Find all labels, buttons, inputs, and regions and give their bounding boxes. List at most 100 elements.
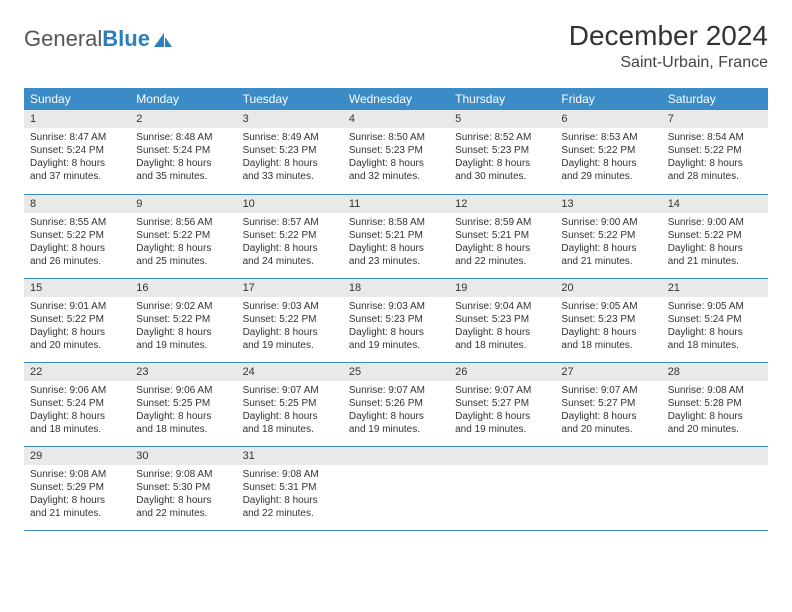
day-body: Sunrise: 9:07 AMSunset: 5:26 PMDaylight:… [343, 381, 449, 442]
sunrise-text: Sunrise: 8:56 AM [136, 216, 230, 229]
daylight-line1: Daylight: 8 hours [668, 326, 762, 339]
sunrise-text: Sunrise: 9:06 AM [30, 384, 124, 397]
day-number: 31 [237, 447, 343, 465]
calendar-day-cell: 15Sunrise: 9:01 AMSunset: 5:22 PMDayligh… [24, 278, 130, 362]
daylight-line2: and 26 minutes. [30, 255, 124, 268]
sunrise-text: Sunrise: 8:49 AM [243, 131, 337, 144]
daylight-line2: and 33 minutes. [243, 170, 337, 183]
day-number: 27 [555, 363, 661, 381]
day-body: Sunrise: 9:08 AMSunset: 5:28 PMDaylight:… [662, 381, 768, 442]
sunset-text: Sunset: 5:31 PM [243, 481, 337, 494]
sunrise-text: Sunrise: 9:00 AM [561, 216, 655, 229]
day-number: 5 [449, 110, 555, 128]
day-body [555, 465, 661, 515]
weekday-tuesday: Tuesday [237, 88, 343, 110]
daylight-line2: and 32 minutes. [349, 170, 443, 183]
sunset-text: Sunset: 5:22 PM [243, 229, 337, 242]
calendar-day-cell: 10Sunrise: 8:57 AMSunset: 5:22 PMDayligh… [237, 194, 343, 278]
daylight-line2: and 22 minutes. [243, 507, 337, 520]
daylight-line1: Daylight: 8 hours [243, 410, 337, 423]
sunrise-text: Sunrise: 9:00 AM [668, 216, 762, 229]
calendar-day-cell [449, 446, 555, 530]
location: Saint-Urbain, France [569, 54, 768, 72]
sunset-text: Sunset: 5:22 PM [668, 229, 762, 242]
daylight-line2: and 20 minutes. [30, 339, 124, 352]
calendar-day-cell: 13 Sunrise: 9:00 AMSunset: 5:22 PMDayligh… [555, 194, 661, 278]
calendar-week-row: 29Sunrise: 9:08 AMSunset: 5:29 PMDayligh… [24, 446, 768, 530]
daylight-line2: and 18 minutes. [136, 423, 230, 436]
day-number: 14 [662, 195, 768, 213]
sunrise-text: Sunrise: 8:57 AM [243, 216, 337, 229]
daylight-line1: Daylight: 8 hours [243, 242, 337, 255]
day-number: 25 [343, 363, 449, 381]
sunrise-text: Sunrise: 8:53 AM [561, 131, 655, 144]
day-body: Sunrise: 9:07 AMSunset: 5:27 PMDaylight:… [449, 381, 555, 442]
daylight-line1: Daylight: 8 hours [561, 157, 655, 170]
calendar-day-cell: 23Sunrise: 9:06 AMSunset: 5:25 PMDayligh… [130, 362, 236, 446]
daylight-line2: and 37 minutes. [30, 170, 124, 183]
day-number: 23 [130, 363, 236, 381]
daylight-line2: and 22 minutes. [455, 255, 549, 268]
calendar-day-cell: 11Sunrise: 8:58 AMSunset: 5:21 PMDayligh… [343, 194, 449, 278]
day-number: 28 [662, 363, 768, 381]
sunrise-text: Sunrise: 9:04 AM [455, 300, 549, 313]
sunrise-text: Sunrise: 8:58 AM [349, 216, 443, 229]
day-body: Sunrise: 8:50 AMSunset: 5:23 PMDaylight:… [343, 128, 449, 189]
sunset-text: Sunset: 5:23 PM [349, 144, 443, 157]
calendar-day-cell [662, 446, 768, 530]
calendar-day-cell: 12Sunrise: 8:59 AMSunset: 5:21 PMDayligh… [449, 194, 555, 278]
calendar-day-cell: 3Sunrise: 8:49 AMSunset: 5:23 PMDaylight… [237, 110, 343, 194]
calendar-day-cell: 19Sunrise: 9:04 AMSunset: 5:23 PMDayligh… [449, 278, 555, 362]
calendar-day-cell [555, 446, 661, 530]
sunset-text: Sunset: 5:22 PM [561, 229, 655, 242]
day-body: Sunrise: 8:59 AMSunset: 5:21 PMDaylight:… [449, 213, 555, 274]
daylight-line1: Daylight: 8 hours [30, 410, 124, 423]
day-body: Sunrise: 9:08 AMSunset: 5:31 PMDaylight:… [237, 465, 343, 526]
daylight-line2: and 18 minutes. [668, 339, 762, 352]
day-body: Sunrise: 8:49 AMSunset: 5:23 PMDaylight:… [237, 128, 343, 189]
day-body: Sunrise: 9:07 AMSunset: 5:27 PMDaylight:… [555, 381, 661, 442]
calendar-day-cell: 9Sunrise: 8:56 AMSunset: 5:22 PMDaylight… [130, 194, 236, 278]
daylight-line1: Daylight: 8 hours [136, 326, 230, 339]
daylight-line2: and 21 minutes. [668, 255, 762, 268]
sunset-text: Sunset: 5:22 PM [136, 229, 230, 242]
calendar-day-cell: 17Sunrise: 9:03 AMSunset: 5:22 PMDayligh… [237, 278, 343, 362]
daylight-line1: Daylight: 8 hours [243, 157, 337, 170]
sunset-text: Sunset: 5:25 PM [136, 397, 230, 410]
day-number [449, 447, 555, 465]
daylight-line2: and 20 minutes. [561, 423, 655, 436]
weekday-header-row: Sunday Monday Tuesday Wednesday Thursday… [24, 88, 768, 110]
day-number: 12 [449, 195, 555, 213]
day-number: 19 [449, 279, 555, 297]
day-number: 13 [555, 195, 661, 213]
daylight-line1: Daylight: 8 hours [455, 157, 549, 170]
calendar-body: 1Sunrise: 8:47 AMSunset: 5:24 PMDaylight… [24, 110, 768, 530]
daylight-line1: Daylight: 8 hours [136, 242, 230, 255]
sunrise-text: Sunrise: 9:07 AM [349, 384, 443, 397]
daylight-line1: Daylight: 8 hours [561, 242, 655, 255]
sunrise-text: Sunrise: 9:07 AM [243, 384, 337, 397]
daylight-line1: Daylight: 8 hours [561, 410, 655, 423]
daylight-line1: Daylight: 8 hours [349, 157, 443, 170]
day-body: Sunrise: 8:52 AMSunset: 5:23 PMDaylight:… [449, 128, 555, 189]
daylight-line2: and 29 minutes. [561, 170, 655, 183]
weekday-thursday: Thursday [449, 88, 555, 110]
daylight-line1: Daylight: 8 hours [30, 157, 124, 170]
day-number: 18 [343, 279, 449, 297]
daylight-line2: and 23 minutes. [349, 255, 443, 268]
sunset-text: Sunset: 5:28 PM [668, 397, 762, 410]
day-number: 6 [555, 110, 661, 128]
sunset-text: Sunset: 5:22 PM [30, 229, 124, 242]
day-number: 8 [24, 195, 130, 213]
day-body: Sunrise: 9:07 AMSunset: 5:25 PMDaylight:… [237, 381, 343, 442]
daylight-line1: Daylight: 8 hours [455, 326, 549, 339]
day-body: Sunrise: 9:06 AMSunset: 5:24 PMDaylight:… [24, 381, 130, 442]
daylight-line2: and 19 minutes. [349, 423, 443, 436]
day-number: 24 [237, 363, 343, 381]
day-body: Sunrise: 9:08 AMSunset: 5:30 PMDaylight:… [130, 465, 236, 526]
day-body: Sunrise: 8:53 AMSunset: 5:22 PMDaylight:… [555, 128, 661, 189]
daylight-line1: Daylight: 8 hours [30, 326, 124, 339]
day-body [343, 465, 449, 515]
weekday-wednesday: Wednesday [343, 88, 449, 110]
calendar-day-cell: 21Sunrise: 9:05 AMSunset: 5:24 PMDayligh… [662, 278, 768, 362]
